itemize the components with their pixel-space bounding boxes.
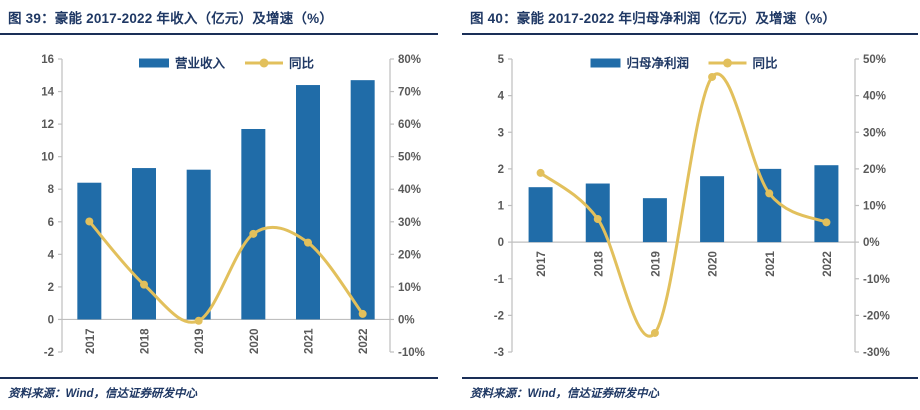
right-axis-tick-label: 10% [863, 201, 886, 213]
right-axis-tick-label: 60% [398, 119, 421, 131]
yoy-marker-2017 [85, 217, 94, 226]
yoy-marker-2019 [650, 328, 659, 337]
bar-2020 [700, 176, 725, 243]
left-axis-tick-label: 5 [498, 54, 505, 66]
left-axis-tick-label: -2 [44, 347, 54, 359]
left-axis-tick-label: 1 [498, 201, 505, 213]
net-profit-growth-chart: 5 4 3 2 1 0 -1 -2 -3 50% 40% 30% 20% 10% 0% -10% -20% -30… [494, 54, 890, 359]
bar-2022 [814, 165, 839, 243]
bar-2019 [642, 198, 667, 243]
left-axis-tick-label: -2 [494, 310, 504, 322]
right-axis-tick-label: -20% [863, 310, 890, 322]
x-axis-label-2019: 2019 [194, 328, 206, 354]
left-axis-tick-label: 2 [498, 164, 504, 176]
right-axis-tick-label: 40% [398, 184, 421, 196]
x-axis-label-2017: 2017 [85, 328, 97, 354]
right-axis-tick-label: 30% [863, 127, 886, 139]
left-axis-tick-label: 2 [48, 282, 54, 294]
left-axis-tick-label: 0 [498, 237, 504, 249]
yoy-line [87, 219, 365, 324]
right-axis-tick-label: 70% [398, 87, 421, 99]
bar-2021 [296, 85, 320, 320]
x-axis-label-2022: 2022 [822, 251, 834, 277]
left-axis-tick-label: 4 [48, 249, 55, 261]
yoy-marker-2022 [358, 309, 367, 318]
right-axis-tick-label: 10% [398, 282, 421, 294]
bar-2019 [186, 169, 211, 320]
right-axis-tick-label: 0% [863, 237, 880, 249]
left-axis-tick-label: 4 [498, 91, 505, 103]
left-axis-tick-label: 16 [41, 54, 54, 66]
left-axis-tick-label: 0 [48, 314, 54, 326]
yoy-marker-2020 [249, 229, 258, 238]
legend-label-bar-series: 归母净利润 [627, 56, 690, 71]
x-axis-label-2020: 2020 [249, 328, 261, 354]
bar-2017 [528, 187, 553, 243]
yoy-marker-2018 [593, 215, 602, 224]
legend-line-marker [723, 58, 732, 68]
legend-line-marker [259, 58, 269, 68]
left-axis-tick-label: 6 [48, 217, 54, 229]
x-axis-label-2021: 2021 [765, 251, 777, 277]
right-axis-tick-label: 30% [398, 217, 421, 229]
right-axis-tick-label: 80% [398, 54, 421, 66]
right-axis-tick-label: 0% [398, 314, 415, 326]
x-axis-label-2022: 2022 [358, 328, 370, 354]
left-axis-tick-label: -3 [494, 347, 504, 359]
x-axis-label-2020: 2020 [708, 251, 720, 277]
legend-label-line-series: 同比 [753, 56, 779, 71]
bar-2018 [132, 168, 156, 320]
yoy-marker-2022 [822, 218, 831, 227]
yoy-marker-2020 [708, 72, 717, 81]
right-axis-tick-label: 50% [398, 152, 421, 164]
legend: 营业收入 同比 [139, 56, 315, 71]
figure-39-revenue: 图 39：豪能 2017-2022 年收入（亿元）及增速（%） 16 14 12 10… [0, 0, 438, 410]
legend-bar-swatch [590, 58, 621, 68]
yoy-marker-2019 [194, 316, 203, 325]
x-axis-label-2021: 2021 [304, 328, 316, 354]
bar-2017 [77, 182, 102, 320]
legend-label-line-series: 同比 [289, 56, 315, 71]
left-axis-tick-label: 14 [41, 87, 54, 99]
yoy-marker-2018 [140, 280, 148, 289]
revenue-growth-chart: 16 14 12 10 8 6 4 2 0 -2 80% 70% 60% 50% 40% 30% 20% 10% 0… [41, 54, 425, 359]
figure-title: 图 40：豪能 2017-2022 年归母净利润（亿元）及增速（%） [462, 0, 918, 35]
yoy-line [539, 72, 828, 338]
right-axis-tick-label: -10% [863, 274, 890, 286]
figure-title: 图 39：豪能 2017-2022 年收入（亿元）及增速（%） [0, 0, 438, 35]
right-axis-tick-label: -10% [398, 347, 425, 359]
bar-2020 [241, 128, 266, 320]
left-axis-tick-label: 8 [48, 184, 55, 196]
legend-label-bar-series: 营业收入 [175, 56, 226, 71]
right-axis-tick-label: 20% [398, 249, 421, 261]
right-axis-tick-label: -30% [863, 347, 890, 359]
left-axis-tick-label: -1 [494, 274, 505, 286]
yoy-marker-2021 [765, 189, 774, 198]
yoy-marker-2021 [304, 238, 312, 247]
source-note: 资料来源：Wind，信达证券研发中心 [0, 377, 438, 401]
right-axis-tick-label: 40% [863, 91, 886, 103]
figure-40-net-profit: 图 40：豪能 2017-2022 年归母净利润（亿元）及增速（%） 5 4 3 2 1… [462, 0, 918, 410]
left-axis-tick-label: 3 [498, 127, 504, 139]
left-axis-tick-label: 10 [41, 152, 54, 164]
x-axis-label-2017: 2017 [536, 251, 548, 277]
x-axis-label-2018: 2018 [593, 251, 605, 277]
legend: 归母净利润 同比 [590, 56, 779, 71]
bar-2022 [350, 80, 375, 320]
left-axis-tick-label: 12 [41, 119, 54, 131]
x-axis-label-2019: 2019 [650, 251, 662, 277]
right-axis-tick-label: 20% [863, 164, 886, 176]
yoy-marker-2017 [536, 168, 545, 177]
x-axis-label-2018: 2018 [140, 328, 152, 354]
source-note: 资料来源：Wind，信达证券研发中心 [462, 377, 918, 401]
right-axis-tick-label: 50% [863, 54, 886, 66]
legend-bar-swatch [139, 58, 169, 68]
